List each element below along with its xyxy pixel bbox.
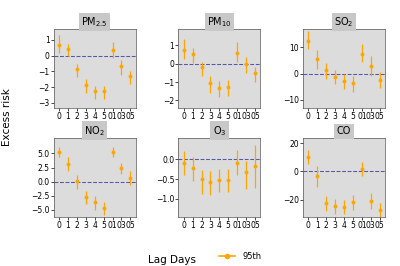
Title: NO$_2$: NO$_2$ xyxy=(84,124,105,138)
Text: Lag Days: Lag Days xyxy=(148,255,196,265)
Title: SO$_2$: SO$_2$ xyxy=(334,15,354,29)
Title: PM$_{2.5}$: PM$_{2.5}$ xyxy=(81,15,108,29)
Text: Excess risk: Excess risk xyxy=(2,88,12,146)
Title: CO: CO xyxy=(337,126,351,136)
Legend: 95th: 95th xyxy=(216,249,264,264)
Title: O$_3$: O$_3$ xyxy=(212,124,226,138)
Title: PM$_{10}$: PM$_{10}$ xyxy=(207,15,232,29)
